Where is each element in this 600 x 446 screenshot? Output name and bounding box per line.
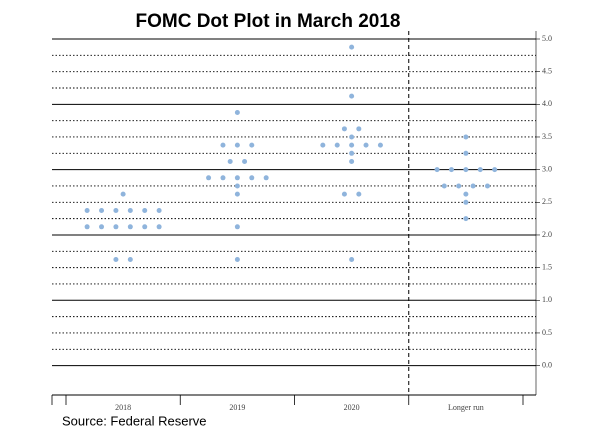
- dot: [470, 183, 476, 189]
- dot: [127, 207, 133, 213]
- dot: [142, 224, 148, 230]
- x-tick-label: 2020: [344, 403, 360, 412]
- dot: [456, 183, 462, 189]
- dot: [341, 191, 347, 197]
- dot: [99, 224, 105, 230]
- y-tick-label: 0.0: [542, 360, 552, 369]
- dot: [356, 126, 362, 132]
- dot: [434, 167, 440, 173]
- dot: [463, 216, 469, 222]
- dot: [156, 224, 162, 230]
- dot: [463, 167, 469, 173]
- dot: [356, 191, 362, 197]
- dot: [234, 256, 240, 262]
- dot: [113, 256, 119, 262]
- dot: [320, 142, 326, 148]
- dot: [127, 256, 133, 262]
- dot: [234, 191, 240, 197]
- dot: [492, 167, 498, 173]
- y-tick-label: 2.5: [542, 197, 552, 206]
- dot: [127, 224, 133, 230]
- y-tick-label: 0.5: [542, 328, 552, 337]
- dot: [349, 134, 355, 140]
- dot: [349, 150, 355, 156]
- dot: [113, 224, 119, 230]
- dot: [113, 207, 119, 213]
- dot: [120, 191, 126, 197]
- dot: [84, 224, 90, 230]
- dot: [341, 126, 347, 132]
- dot: [441, 183, 447, 189]
- dot: [349, 44, 355, 50]
- dot: [484, 183, 490, 189]
- x-tick-label: 2018: [115, 403, 131, 412]
- dot: [234, 142, 240, 148]
- y-tick-label: 1.0: [542, 295, 552, 304]
- dot: [234, 224, 240, 230]
- dot: [249, 142, 255, 148]
- dot: [463, 134, 469, 140]
- chart-title: FOMC Dot Plot in March 2018: [136, 11, 401, 32]
- dot: [156, 207, 162, 213]
- dot: [349, 158, 355, 164]
- y-tick-label: 5.0: [542, 34, 552, 43]
- dot: [234, 109, 240, 115]
- y-tick-label: 3.5: [542, 132, 552, 141]
- dot: [349, 93, 355, 99]
- y-tick-label: 3.0: [542, 164, 552, 173]
- dot: [463, 199, 469, 205]
- x-tick-label: 2019: [229, 403, 245, 412]
- dot: [220, 175, 226, 181]
- y-tick-label: 4.5: [542, 66, 552, 75]
- dot: [477, 167, 483, 173]
- dot: [377, 142, 383, 148]
- source: Source: Federal Reserve: [62, 413, 207, 428]
- dot: [242, 158, 248, 164]
- dot: [206, 175, 212, 181]
- x-tick-label: Longer run: [448, 403, 484, 412]
- dot: [249, 175, 255, 181]
- dot: [234, 183, 240, 189]
- dot: [234, 175, 240, 181]
- dot: [363, 142, 369, 148]
- y-tick-label: 4.0: [542, 99, 552, 108]
- dot: [142, 207, 148, 213]
- dot: [334, 142, 340, 148]
- y-tick-label: 1.5: [542, 262, 552, 271]
- dot: [463, 191, 469, 197]
- dot: [220, 142, 226, 148]
- dot: [227, 158, 233, 164]
- dot: [84, 207, 90, 213]
- dot: [99, 207, 105, 213]
- dot: [349, 142, 355, 148]
- y-tick-label: 2.0: [542, 230, 552, 239]
- dot: [448, 167, 454, 173]
- dot: [463, 150, 469, 156]
- dot: [263, 175, 269, 181]
- dot: [349, 256, 355, 262]
